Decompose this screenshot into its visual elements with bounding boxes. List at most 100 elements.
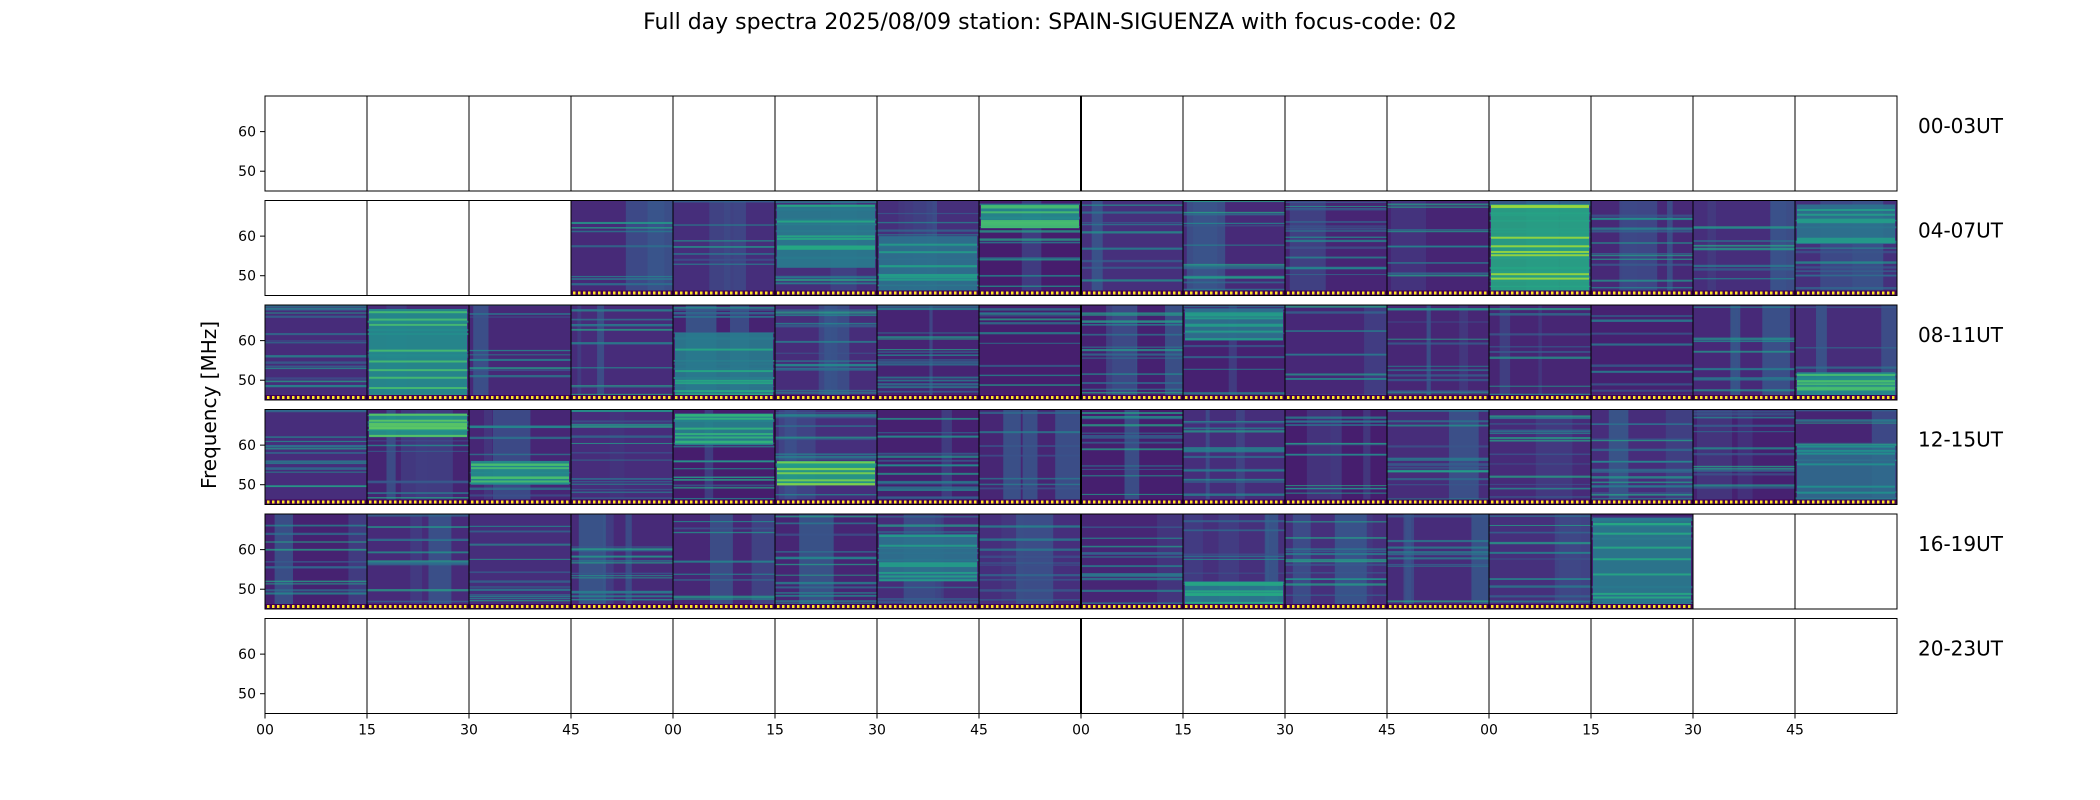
spectrum-line	[1387, 557, 1489, 560]
spectrum-strip-dot	[1561, 500, 1564, 504]
spectrum-strip-dot	[471, 605, 474, 608]
spectrum-line	[877, 600, 979, 603]
spectrum-strip-dot	[782, 500, 785, 504]
spectrum-line	[1387, 478, 1489, 481]
spectrum-line	[1285, 246, 1387, 249]
spectrum-strip-dot	[1531, 605, 1534, 608]
spectrum-strip-dot	[526, 605, 529, 608]
spectrum-strip-dot	[1474, 396, 1477, 399]
x-tick-label: 00	[256, 723, 274, 739]
spectrum-line	[571, 452, 673, 454]
spectrum-burst-line	[1593, 546, 1691, 549]
spectrum-strip	[1183, 290, 1286, 296]
spectrum-strip-dot	[797, 291, 800, 295]
spectrum-strip-dot	[857, 396, 860, 399]
spectrum-strip-dot	[1449, 396, 1452, 399]
spectrum-strip-dot	[1623, 500, 1626, 504]
spectrum-line	[673, 527, 775, 530]
x-tick-label: 30	[1684, 723, 1702, 739]
spectrum-strip-dot	[578, 291, 581, 295]
spectrum-strip-dot	[909, 396, 912, 399]
spectrum-line	[1081, 279, 1183, 282]
spectrum-strip-dot	[1332, 500, 1335, 504]
spectrum-line	[367, 526, 469, 528]
spectrum-line	[1489, 393, 1591, 396]
spectrum-line	[265, 305, 367, 307]
spectrum-strip-dot	[593, 396, 596, 399]
spectrum-strip-dot	[1307, 291, 1310, 295]
spectrum-strip	[1285, 395, 1388, 400]
spectrum-line	[1591, 498, 1693, 501]
spectrum-strip-dot	[1016, 396, 1019, 399]
spectrum-strip-dot	[439, 500, 442, 504]
spectrum-strip-dot	[1822, 291, 1825, 295]
spectrum-block	[386, 409, 396, 505]
spectrum-line	[673, 531, 775, 534]
spectrum-strip	[979, 290, 1082, 296]
spectrum-strip-dot	[1444, 500, 1447, 504]
spectrum-strip-dot	[760, 605, 763, 608]
spectrum-strip-dot	[1837, 291, 1840, 295]
spectrum-strip-dot	[1688, 500, 1691, 504]
spectrum-strip-dot	[583, 500, 586, 504]
spectrum-strip-dot	[1877, 291, 1880, 295]
spectrum-line	[1387, 203, 1489, 206]
spectrum-line	[265, 548, 367, 551]
spectrum-strip-dot	[658, 500, 661, 504]
spectrum-strip-dot	[1484, 396, 1487, 399]
spectrum-line	[1285, 311, 1387, 314]
spectrum-strip-dot	[322, 500, 325, 504]
spectrum-burst-line	[879, 544, 977, 547]
spectrum-strip-dot	[1108, 500, 1111, 504]
spectrum-strip-dot	[1061, 396, 1064, 399]
spectrum-strip-dot	[566, 605, 569, 608]
spectrum-strip-dot	[974, 500, 977, 504]
spectrum-strip-dot	[1041, 396, 1044, 399]
spectrum-burst	[675, 332, 773, 397]
spectrum-strip-dot	[389, 605, 392, 608]
spectrum-strip-dot	[1892, 291, 1895, 295]
spectrum-burst-line	[1491, 245, 1589, 248]
spectrum-strip-dot	[1153, 605, 1156, 608]
spectrum-strip-dot	[444, 396, 447, 399]
spectrum-strip-dot	[914, 396, 917, 399]
spectrum-strip-dot	[1178, 396, 1181, 399]
spectrum-strip-dot	[770, 291, 773, 295]
spectrum-line	[1591, 217, 1693, 220]
spectrum-strip-dot	[1113, 291, 1116, 295]
spectrum-line	[469, 425, 571, 428]
spectrum-line	[979, 258, 1081, 261]
spectrum-strip	[469, 499, 572, 505]
spectrum-strip-dot	[1270, 291, 1273, 295]
spectrum-line	[1387, 565, 1489, 567]
spectrum-line	[1183, 529, 1285, 532]
spectrum-strip-dot	[297, 396, 300, 399]
spectrum-strip-dot	[1225, 396, 1228, 399]
spectrum-strip-dot	[1521, 500, 1524, 504]
spectrum-strip-dot	[1628, 605, 1631, 608]
spectrum-line	[877, 363, 979, 366]
spectrum-strip-dot	[1389, 291, 1392, 295]
spectrum-strip-dot	[357, 396, 360, 399]
spectrum-strip-dot	[1576, 605, 1579, 608]
y-tick-label: 50	[238, 687, 256, 703]
spectrum-strip-dot	[1036, 500, 1039, 504]
spectrum-strip-dot	[561, 500, 564, 504]
spectrum-strip-dot	[1745, 396, 1748, 399]
spectrum-line	[571, 478, 673, 481]
spectrum-block	[1363, 409, 1371, 505]
spectrum-line	[367, 492, 469, 495]
spectrum-strip	[775, 499, 878, 505]
spectrum-strip-dot	[755, 500, 758, 504]
spectrum-strip-dot	[1608, 500, 1611, 504]
spectrum-strip-dot	[760, 396, 763, 399]
spectrum-strip-dot	[944, 396, 947, 399]
spectrum-strip-dot	[1093, 396, 1096, 399]
spectrum-strip-dot	[889, 605, 892, 608]
spectrum-strip-dot	[812, 396, 815, 399]
spectrum-strip-dot	[1337, 291, 1340, 295]
spectrum-block	[1665, 409, 1695, 505]
spectrum-strip-dot	[777, 396, 780, 399]
spectrum-burst-line	[879, 265, 977, 268]
spectrum-line	[1183, 427, 1285, 430]
